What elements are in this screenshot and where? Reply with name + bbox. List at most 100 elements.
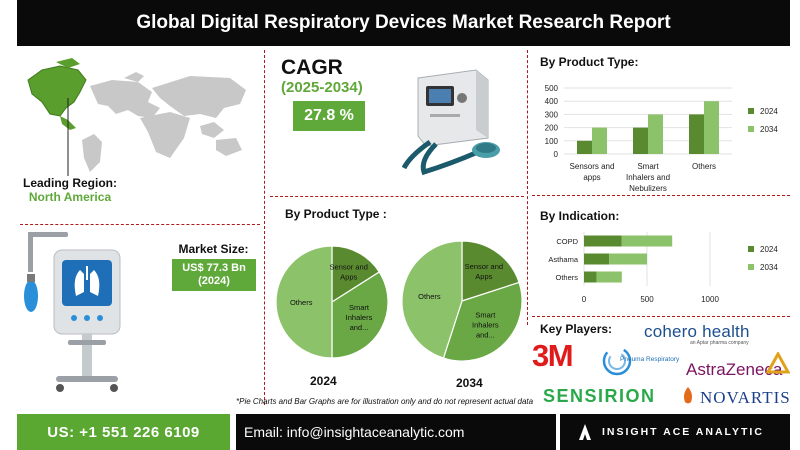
pie-slice xyxy=(331,271,389,359)
bar-chart-product-title: By Product Type: xyxy=(540,55,639,69)
pie-slice-label: and... xyxy=(350,323,369,332)
legend-swatch-2034 xyxy=(748,264,754,270)
bar-chart-indication-title: By Indication: xyxy=(540,209,620,223)
x-tick-label: Inhalers and xyxy=(626,173,670,182)
pie-slice-label: Apps xyxy=(340,273,357,282)
divider xyxy=(264,50,265,405)
bar-2024 xyxy=(689,114,704,154)
pie-slice-label: Smart xyxy=(475,310,496,319)
cagr-value: 27.8 % xyxy=(293,101,365,131)
bar-2024 xyxy=(633,127,648,154)
logo-pneuma-respiratory: Pneuma Respiratory xyxy=(620,356,680,363)
pie-slice xyxy=(401,240,463,359)
pie-year-2034: 2034 xyxy=(456,376,483,390)
divider xyxy=(527,50,528,325)
brand-name: INSIGHT ACE ANALYTIC xyxy=(602,426,764,438)
divider xyxy=(20,224,260,225)
divider xyxy=(532,195,790,196)
cpap-device-illustration xyxy=(401,69,500,176)
y-tick-label: 500 xyxy=(545,84,559,93)
legend-label: 2024 xyxy=(760,107,778,116)
x-tick-label: 1000 xyxy=(701,295,719,304)
pie-slice xyxy=(331,245,381,304)
pie-slice-label: Others xyxy=(418,292,441,301)
x-tick-label: Others xyxy=(692,162,716,171)
pie-slice xyxy=(442,281,523,362)
key-players-title: Key Players: xyxy=(540,322,613,336)
novartis-flame-icon xyxy=(684,387,692,404)
divider xyxy=(532,316,790,317)
bar-2034 xyxy=(621,235,673,247)
bar-2034 xyxy=(704,101,719,154)
pie-year-2024: 2024 xyxy=(310,374,337,388)
legend-swatch-2024 xyxy=(748,108,754,114)
bar-chart-indication: 0 500 1000 COPD Asthama Others 2024 2034 xyxy=(548,232,778,304)
bar-2024 xyxy=(577,140,592,154)
pie-slice-label: Sensor and xyxy=(465,262,503,271)
pie-slice-label: Inhalers xyxy=(346,313,373,322)
bar-2034 xyxy=(648,114,663,154)
leading-region-label: Leading Region: xyxy=(23,176,117,190)
divider xyxy=(270,196,524,197)
disclaimer-text: *Pie Charts and Bar Graphs are for illus… xyxy=(236,397,534,406)
x-tick-label: Smart xyxy=(637,162,659,171)
market-size-value-line2: (2024) xyxy=(198,275,230,287)
x-tick-label: Sensors and xyxy=(570,162,615,171)
legend-label: 2034 xyxy=(760,125,778,134)
ventilator-illustration xyxy=(24,232,121,392)
pie-slice-label: Others xyxy=(290,298,313,307)
logo-cohero-subtitle: an Aptar pharma company xyxy=(690,340,749,346)
bar-2024 xyxy=(584,271,597,283)
y-tick-label: 200 xyxy=(545,124,559,133)
legend-label: 2034 xyxy=(760,263,778,272)
astrazeneca-symbol-icon xyxy=(766,352,790,374)
bar-2034 xyxy=(596,271,622,283)
y-tick-label: COPD xyxy=(556,237,578,246)
pie-slice-label: Inhalers xyxy=(472,320,499,329)
legend-label: 2024 xyxy=(760,245,778,254)
pie-slice-label: and... xyxy=(476,330,495,339)
pneuma-swirl-icon xyxy=(602,346,632,376)
y-tick-label: 100 xyxy=(545,137,559,146)
pie-slice xyxy=(461,240,520,302)
legend-swatch-2034 xyxy=(748,126,754,132)
y-tick-label: Others xyxy=(555,273,578,282)
x-tick-label: 0 xyxy=(582,295,587,304)
cagr-label: CAGR xyxy=(281,56,343,79)
pie-slice-label: Smart xyxy=(349,303,370,312)
market-size-value-line1: US$ 77.3 Bn xyxy=(182,262,246,274)
logo-astrazeneca: AstraZeneca xyxy=(686,360,783,379)
pie-slice-label: Sensor and xyxy=(330,263,368,272)
bar-2034 xyxy=(609,253,647,265)
x-tick-label: apps xyxy=(583,173,600,182)
logo-sensirion: SENSIRION xyxy=(543,386,656,406)
y-tick-label: 300 xyxy=(545,110,559,119)
bar-chart-product-type: 0 100 200 300 400 500 Sensors and apps Smart Inha… xyxy=(545,84,779,192)
legend-swatch-2024 xyxy=(748,246,754,252)
y-tick-label: Asthama xyxy=(548,255,578,264)
bar-2024 xyxy=(584,253,610,265)
contact-phone: US: +1 551 226 6109 xyxy=(17,414,230,450)
page-title: Global Digital Respiratory Devices Marke… xyxy=(17,0,790,46)
market-size-label: Market Size: xyxy=(178,242,249,256)
y-tick-label: 0 xyxy=(554,150,559,159)
x-tick-label: 500 xyxy=(640,295,654,304)
logo-3m: 3M xyxy=(532,338,574,373)
brand-footer: INSIGHT ACE ANALYTIC xyxy=(560,414,790,450)
cagr-period: (2025-2034) xyxy=(281,79,363,96)
insightace-logo-icon xyxy=(579,424,591,440)
pie-section-title: By Product Type : xyxy=(285,207,387,221)
pie-slice-label: Apps xyxy=(475,272,492,281)
bar-2034 xyxy=(592,127,607,154)
world-map xyxy=(27,58,246,176)
bar-2024 xyxy=(584,235,622,247)
x-tick-label: Nebulizers xyxy=(629,184,667,192)
logo-novartis: NOVARTIS xyxy=(700,388,791,407)
leading-region-value: North America xyxy=(28,190,112,204)
contact-email: Email: info@insightaceanalytic.com xyxy=(236,414,556,450)
pie-slice xyxy=(275,245,333,359)
y-tick-label: 400 xyxy=(545,97,559,106)
logo-cohero-health: cohero health xyxy=(644,322,750,341)
